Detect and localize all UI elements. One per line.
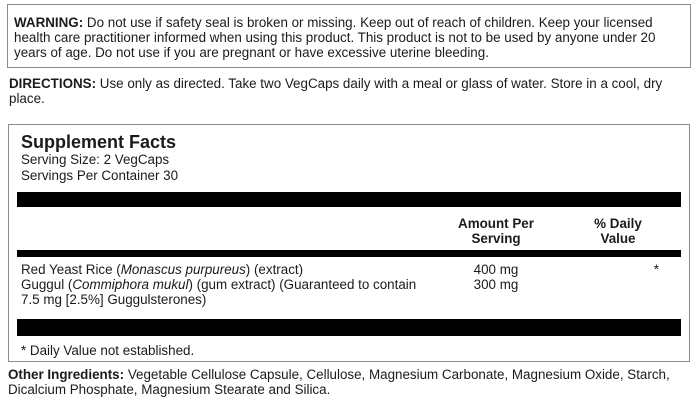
ingredient-row: Red Yeast Rice (Monascus purpureus) (ext…	[17, 262, 681, 277]
ingredient-daily-value	[555, 277, 681, 307]
warning-text: Do not use if safety seal is broken or m…	[14, 15, 656, 60]
other-ingredients-label: Other Ingredients:	[8, 367, 125, 382]
ingredient-latin-name: Monascus purpureus	[120, 262, 246, 277]
warning-paragraph: WARNING: Do not use if safety seal is br…	[14, 15, 684, 60]
column-header-spacer	[17, 216, 437, 246]
directions-label: DIRECTIONS:	[9, 76, 97, 91]
ingredient-amount: 300 mg	[473, 277, 519, 292]
medium-rule	[17, 250, 681, 257]
ingredient-name: Red Yeast Rice (Monascus purpureus) (ext…	[17, 262, 437, 277]
ingredient-row: Guggul (Commiphora mukul) (gum extract) …	[17, 277, 681, 307]
column-header-amount-text: Amount Per Serving	[458, 216, 534, 246]
thick-rule-bottom	[17, 319, 681, 336]
directions-paragraph: DIRECTIONS: Use only as directed. Take t…	[9, 76, 691, 106]
column-header-daily-value: % Daily Value	[555, 216, 681, 246]
other-ingredients-text: Vegetable Cellulose Capsule, Cellulose, …	[8, 367, 670, 397]
ingredient-name-text: Guggul (	[21, 277, 73, 292]
ingredient-name-suffix: ) (gum extract) (Guaranteed to contain 7…	[21, 277, 417, 307]
ingredient-name: Guggul (Commiphora mukul) (gum extract) …	[17, 277, 437, 307]
supplement-facts-title: Supplement Facts	[21, 132, 177, 152]
daily-value-footnote: * Daily Value not established.	[21, 343, 195, 358]
ingredient-amount: 400 mg	[473, 262, 519, 277]
ingredient-daily-value: *	[653, 262, 659, 277]
ingredient-rows: Red Yeast Rice (Monascus purpureus) (ext…	[17, 262, 681, 307]
serving-size: Serving Size: 2 VegCaps	[21, 152, 170, 167]
column-headers-row: Amount Per Serving % Daily Value	[17, 216, 681, 246]
other-ingredients-section: Other Ingredients: Vegetable Cellulose C…	[8, 367, 694, 397]
ingredient-name-suffix: ) (extract)	[245, 262, 304, 277]
column-header-daily-value-text: % Daily Value	[594, 216, 642, 246]
warning-label: WARNING:	[14, 15, 84, 30]
ingredient-latin-name: Commiphora mukul	[72, 277, 189, 292]
other-ingredients-paragraph: Other Ingredients: Vegetable Cellulose C…	[8, 367, 694, 397]
warning-box: WARNING: Do not use if safety seal is br…	[7, 4, 691, 68]
supplement-facts-panel: Supplement Facts Serving Size: 2 VegCaps…	[8, 124, 690, 362]
thick-rule-top	[17, 192, 681, 207]
ingredient-name-text: Red Yeast Rice (	[21, 262, 121, 277]
directions-text: Use only as directed. Take two VegCaps d…	[9, 76, 663, 106]
directions-section: DIRECTIONS: Use only as directed. Take t…	[9, 76, 691, 106]
column-header-amount: Amount Per Serving	[437, 216, 555, 246]
servings-per-container: Servings Per Container 30	[21, 167, 179, 183]
